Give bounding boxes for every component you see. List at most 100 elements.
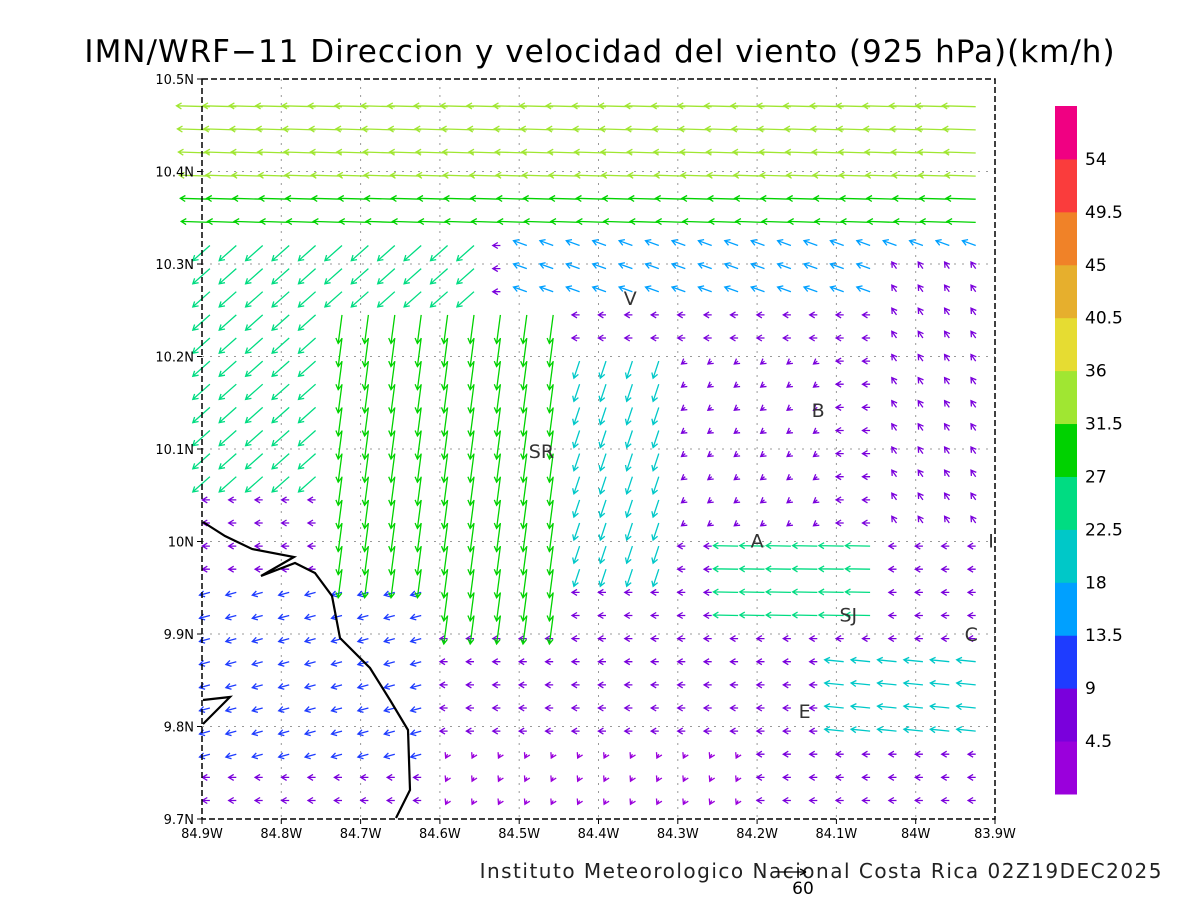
colorbar-swatch	[1055, 529, 1077, 583]
wind-vector	[570, 334, 580, 342]
wind-vector	[891, 260, 898, 269]
wind-vector	[253, 542, 263, 550]
wind-vector	[277, 613, 290, 621]
wind-vector	[791, 611, 818, 619]
wind-vector	[323, 245, 343, 262]
colorbar-label: 49.5	[1085, 203, 1123, 223]
wind-vector	[414, 476, 422, 507]
wind-vector	[712, 565, 739, 573]
wind-vector	[383, 613, 395, 621]
wind-vector	[359, 773, 369, 781]
wind-vector	[546, 453, 554, 484]
wind-vector	[812, 358, 820, 365]
wind-vector	[706, 404, 714, 411]
wind-vector	[438, 704, 448, 712]
wind-vector	[750, 238, 765, 247]
wind-vector	[676, 542, 686, 550]
wind-vector	[597, 727, 606, 735]
wind-vector	[943, 171, 976, 179]
wind-vector	[955, 679, 976, 688]
wind-vector	[706, 381, 714, 388]
wind-vector	[861, 426, 871, 435]
wind-vector	[388, 148, 422, 156]
wind-vector	[383, 706, 395, 714]
wind-vector	[284, 194, 316, 203]
wind-vector	[224, 683, 237, 690]
wind-vector	[306, 773, 316, 781]
wind-vector	[808, 311, 818, 319]
wind-vector	[572, 568, 581, 588]
wind-vector	[271, 476, 290, 493]
wind-vector	[440, 615, 449, 646]
wind-vector	[244, 476, 264, 493]
wind-vector	[812, 427, 820, 435]
wind-vector	[917, 469, 924, 478]
wind-vector	[403, 268, 422, 285]
lat-tick-label: 10.5N	[155, 73, 194, 88]
wind-vector	[198, 590, 211, 598]
wind-vector	[802, 285, 818, 293]
wind-vector	[257, 171, 290, 179]
wind-vector	[603, 798, 610, 806]
wind-vector	[943, 260, 951, 269]
wind-vector	[179, 194, 210, 203]
wind-vector	[943, 399, 951, 408]
wind-vector	[651, 360, 660, 380]
wind-vector	[523, 752, 531, 760]
wind-vector	[597, 611, 606, 620]
wind-vector	[438, 635, 448, 643]
wind-vector	[350, 268, 369, 285]
wind-vector	[649, 681, 659, 689]
wind-vector	[887, 588, 897, 596]
wind-vector	[440, 546, 449, 576]
wind-vector	[546, 592, 554, 623]
wind-vector	[361, 453, 370, 484]
wind-vector	[297, 291, 317, 308]
wind-vector	[330, 683, 343, 690]
wind-vector	[520, 407, 528, 438]
wind-vector	[277, 590, 290, 598]
wind-vector	[782, 704, 791, 712]
wind-vector	[812, 404, 820, 411]
wind-vector	[760, 218, 791, 226]
wind-vector	[723, 238, 739, 247]
wind-vector	[966, 796, 976, 805]
wind-vector	[227, 519, 237, 527]
wind-vector	[624, 453, 634, 472]
wind-vector	[306, 496, 316, 504]
wind-vector	[708, 752, 716, 760]
wind-vector	[782, 658, 791, 666]
wind-vector	[702, 311, 712, 319]
colorbar-swatch	[1055, 476, 1077, 530]
wind-vector	[623, 588, 633, 596]
wind-vector	[702, 542, 712, 550]
wind-vector	[733, 381, 741, 388]
wind-vector	[517, 658, 527, 666]
wind-vector	[697, 285, 712, 293]
wind-vector	[403, 291, 422, 308]
wind-vector	[440, 430, 449, 461]
wind-vector	[902, 703, 923, 711]
colorbar-label: 4.5	[1085, 732, 1112, 752]
wind-vector	[812, 473, 820, 481]
wind-vector	[735, 775, 742, 783]
wind-vector	[218, 314, 237, 331]
wind-vector	[624, 407, 634, 426]
wind-vector	[970, 422, 977, 431]
wind-vector	[649, 311, 659, 319]
wind-vector	[914, 588, 923, 596]
wind-vector	[495, 194, 527, 203]
wind-vector	[670, 285, 686, 293]
wind-vector	[520, 569, 528, 599]
wind-vector	[271, 406, 290, 424]
wind-vector	[442, 171, 475, 179]
wind-vector	[782, 750, 791, 758]
colorbar-swatch	[1055, 688, 1077, 742]
lat-tick-label: 9.8N	[164, 721, 194, 736]
map-title: IMN/WRF−11 Direccion y velocidad del vie…	[84, 34, 1115, 70]
wind-vector	[303, 659, 316, 667]
wind-vector	[465, 635, 474, 643]
wind-vector	[409, 613, 422, 621]
wind-vector	[546, 361, 554, 391]
wind-vector	[244, 383, 264, 401]
